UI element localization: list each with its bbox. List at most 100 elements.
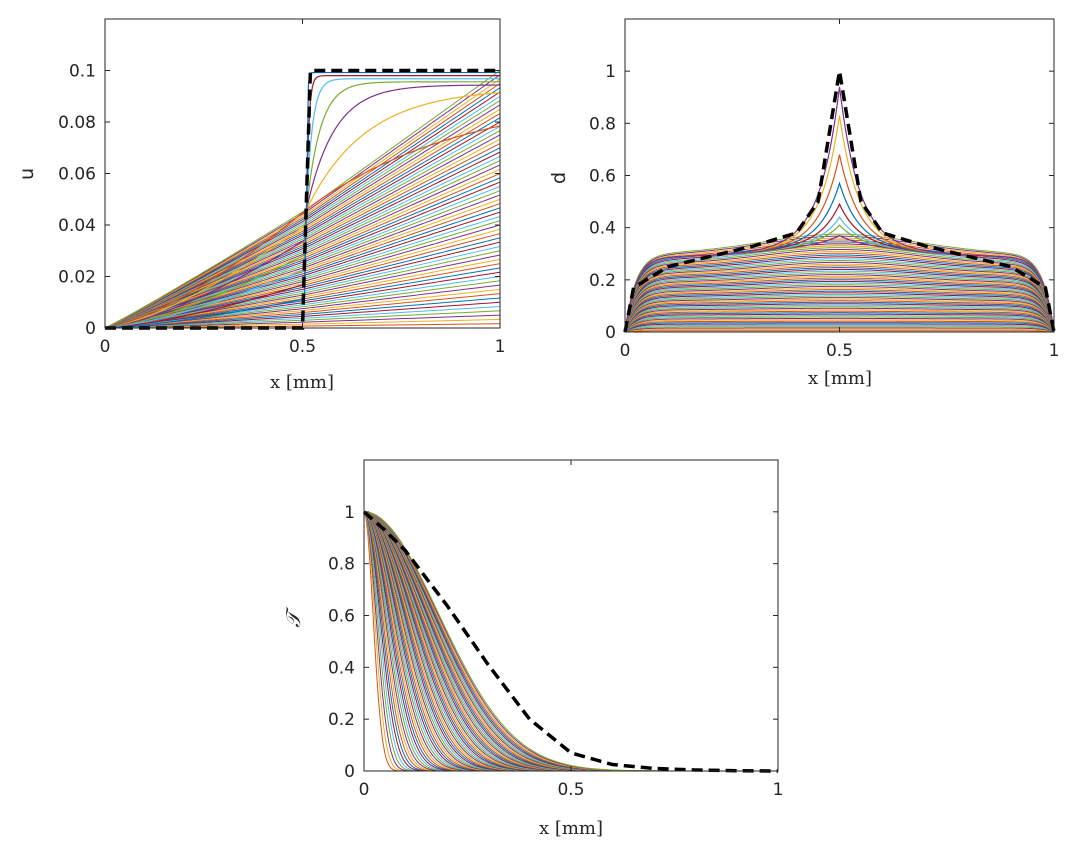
series-line-d <box>624 317 1055 333</box>
series-line-u <box>104 190 501 329</box>
series-line-d <box>624 300 1055 333</box>
series-line-d <box>624 247 1055 333</box>
series-line-d <box>624 260 1055 333</box>
series-line-u <box>104 211 501 329</box>
x-tick-label-u: 0 <box>100 337 111 357</box>
series-line-u <box>104 81 500 329</box>
series-line-d <box>624 306 1055 333</box>
reference-line-u <box>105 68 500 330</box>
x-tick-label-d: 0.5 <box>826 341 853 361</box>
y-tick-label-T: 0.8 <box>328 555 355 575</box>
series-line-d <box>624 310 1055 333</box>
series-line-u <box>104 185 501 329</box>
series-line-d <box>624 282 1055 333</box>
series-line-d <box>624 252 1055 333</box>
series-line-u <box>104 91 501 329</box>
series-line-u <box>104 143 501 329</box>
series-line-d <box>624 315 1055 333</box>
series-line-d <box>624 275 1055 333</box>
series-line-d <box>624 272 1055 333</box>
curves-u <box>104 70 501 329</box>
series-line-d <box>624 258 1055 333</box>
y-tick-label-d: 0.4 <box>589 219 616 239</box>
series-line-d <box>624 277 1055 333</box>
x-axis-label-d: x [mm] <box>808 368 872 389</box>
series-line-u <box>104 164 501 329</box>
x-tick-label-d: 1 <box>1049 341 1060 361</box>
series-line-d <box>624 319 1055 333</box>
series-line-d <box>624 287 1055 333</box>
series-line-d <box>624 254 1055 333</box>
series-line-d <box>624 316 1055 333</box>
series-line-d <box>624 267 1055 333</box>
series-line-d <box>624 284 1055 333</box>
series-line-d <box>624 289 1055 333</box>
series-line-u <box>104 125 501 329</box>
series-line-u <box>104 250 501 329</box>
x-axis-label-T: x [mm] <box>539 818 603 839</box>
series-line-u <box>104 147 501 329</box>
series-line-d <box>624 233 1055 333</box>
panel-d: 0 0.5 1 0 0.2 0.4 0.6 0.8 1 x [mm] d <box>548 18 1060 389</box>
series-line-d <box>624 256 1055 333</box>
y-tick-label-d: 0 <box>605 323 616 343</box>
series-line-u <box>104 70 501 329</box>
x-tick-label-u: 0.5 <box>289 337 316 357</box>
series-line-u <box>104 82 501 329</box>
series-line-u <box>104 181 501 329</box>
series-line-d <box>624 293 1055 333</box>
series-line-u <box>104 207 501 329</box>
x-tick-label-T: 0.5 <box>557 780 584 800</box>
series-line-d <box>624 324 1055 333</box>
panel-u: 0 0.5 1 0 0.02 0.04 0.06 0.08 0.1 x [mm] u <box>16 18 506 393</box>
y-tick-label-T: 0.4 <box>328 658 355 678</box>
series-line-d <box>624 298 1055 333</box>
curves-d <box>624 86 1055 333</box>
series-line-d <box>624 292 1055 333</box>
series-line-u <box>104 117 501 329</box>
series-line-u <box>104 84 501 329</box>
series-line-d <box>624 322 1055 333</box>
series-line-u <box>104 95 501 329</box>
series-line-u <box>104 100 501 329</box>
x-axis-label-u: x [mm] <box>270 372 334 393</box>
series-line-u <box>104 112 501 329</box>
series-line-u <box>104 160 501 329</box>
series-line-u <box>104 125 501 329</box>
series-line-d <box>624 303 1055 333</box>
y-axis-label-T: 𝒯 <box>281 606 305 628</box>
series-line-d <box>624 285 1055 333</box>
y-tick-label-T: 1 <box>344 503 355 523</box>
y-tick-label-T: 0.6 <box>328 607 355 627</box>
reference-curve-u <box>105 68 500 330</box>
series-line-d <box>624 86 1055 333</box>
y-tick-label-u: 0.1 <box>69 62 96 82</box>
series-line-d <box>624 309 1055 333</box>
series-line-d <box>624 250 1055 333</box>
series-line-d <box>624 304 1055 333</box>
series-line-d <box>624 270 1055 333</box>
x-tick-label-u: 1 <box>495 337 506 357</box>
series-line-u <box>104 245 501 329</box>
series-line-d <box>624 239 1055 333</box>
x-tick-label-T: 0 <box>359 780 370 800</box>
x-tick-label-d: 0 <box>620 341 631 361</box>
series-line-d <box>624 243 1055 333</box>
series-line-u <box>104 121 501 329</box>
series-line-u <box>104 314 501 329</box>
series-line-d <box>624 263 1055 333</box>
series-line-d <box>624 280 1055 333</box>
y-tick-label-u: 0.02 <box>58 268 96 288</box>
y-tick-label-d: 0.2 <box>589 271 616 291</box>
series-line-d <box>624 323 1055 333</box>
y-axis-label-d: d <box>548 172 570 184</box>
x-tick-label-T: 1 <box>773 780 784 800</box>
series-line-d <box>624 290 1055 333</box>
ticks-T: 0 0.5 1 0 0.2 0.4 0.6 0.8 1 <box>328 460 783 800</box>
series-line-d <box>624 326 1055 333</box>
reference-curve-T <box>362 510 779 773</box>
series-line-d <box>624 265 1055 333</box>
series-line-u <box>104 78 500 329</box>
series-line-u <box>104 130 501 329</box>
